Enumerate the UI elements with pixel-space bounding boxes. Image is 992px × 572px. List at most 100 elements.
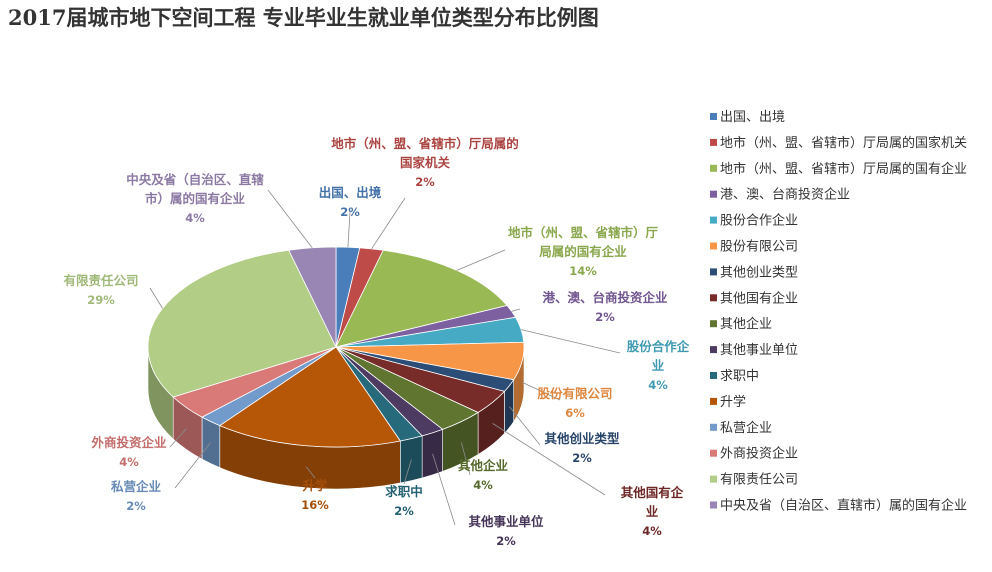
leader-line: [521, 381, 561, 401]
legend-item: 股份有限公司: [710, 240, 798, 255]
legend-swatch: [710, 268, 717, 276]
slice-label: 国家机关: [400, 155, 451, 170]
slice-percent: 2%: [340, 205, 360, 219]
pie-slice: [147, 249, 337, 398]
slice-label: 升学: [302, 478, 328, 493]
leader-line: [511, 308, 521, 312]
slice-percent: 4%: [642, 524, 662, 538]
legend-swatch: [710, 113, 717, 120]
slice-label: 其他企业: [458, 458, 509, 473]
pie-slice: [218, 346, 401, 448]
legend-swatch: [710, 397, 717, 405]
legend-swatch: [710, 294, 717, 302]
slice-label: 其他创业类型: [544, 431, 620, 446]
legend-item: 外商投资企业: [710, 446, 798, 462]
legend-label: 求职中: [720, 369, 759, 384]
leader-line: [169, 428, 187, 448]
leader-line: [371, 197, 406, 250]
legend-swatch: [710, 501, 717, 509]
slice-percent: 2%: [572, 451, 592, 465]
legend-swatch: [710, 216, 717, 224]
legend-label: 港、澳、台商投资企业: [720, 187, 850, 203]
pie-slice: [335, 249, 508, 348]
slice-label: 其他事业单位: [468, 514, 544, 529]
legend: 出国、出境地市（州、盟、省辖市）厅局属的国家机关地市（州、盟、省辖市）厅局属的国…: [710, 110, 967, 514]
leader-line: [267, 189, 313, 249]
legend-item: 股份合作企业: [710, 213, 798, 229]
legend-item: 私营企业: [710, 420, 772, 436]
legend-item: 地市（州、盟、省辖市）厅局属的国家机关: [710, 135, 967, 151]
slice-label: 外商投资企业: [90, 435, 167, 450]
slice-percent: 4%: [119, 455, 139, 469]
legend-item: 其他国有企业: [710, 290, 798, 306]
slice-label: 地市（州、盟、省辖市）厅: [508, 225, 659, 240]
slice-label: 地市（州、盟、省辖市）厅局属的: [331, 136, 519, 151]
slice-percent: 4%: [473, 478, 493, 492]
pie-slice-side: [421, 428, 443, 479]
slice-percent: 4%: [185, 211, 205, 225]
pie-side-layer: [147, 346, 525, 490]
legend-item: 其他事业单位: [710, 343, 798, 358]
legend-swatch: [710, 164, 717, 172]
legend-label: 有限责任公司: [720, 473, 798, 488]
data-labels: 出国、出境 2% 地市（州、盟、省辖市）厅局属的国家机关 2% 地市（州、盟、省辖市）厅…: [63, 136, 689, 548]
leader-line: [460, 442, 471, 476]
legend-item: 其他创业类型: [710, 265, 798, 280]
legend-swatch: [710, 346, 717, 354]
legend-label: 股份有限公司: [720, 240, 798, 255]
slice-label: 港、澳、台商投资企业: [542, 290, 668, 305]
legend-item: 有限责任公司: [710, 473, 798, 488]
legend-swatch: [710, 320, 717, 328]
legend-swatch: [710, 138, 717, 146]
pie-top-layer: [147, 246, 525, 448]
leader-line: [347, 211, 351, 248]
legend-label: 其他国有企业: [720, 290, 798, 306]
legend-label: 中央及省（自治区、直辖市）属的国有企业: [720, 498, 967, 514]
legend-label: 出国、出境: [720, 110, 785, 125]
slice-label: 业: [646, 504, 659, 519]
slice-label: 私营企业: [110, 479, 162, 494]
legend-label: 私营企业: [720, 420, 772, 436]
slice-percent: 2%: [595, 310, 615, 324]
leader-line: [492, 423, 606, 496]
legend-label: 地市（州、盟、省辖市）厅局属的国有企业: [720, 161, 967, 177]
legend-label: 其他创业类型: [720, 265, 798, 280]
legend-swatch: [710, 190, 717, 198]
slice-label: 其他国有企: [621, 485, 684, 500]
pie-slice-side: [400, 435, 423, 484]
leader-line: [521, 329, 621, 354]
chart-title: 2017届城市地下空间工程 专业毕业生就业单位类型分布比例图: [8, 5, 599, 30]
slice-percent: 2%: [496, 534, 516, 548]
slice-percent: 2%: [415, 175, 435, 189]
legend-item: 求职中: [710, 369, 759, 384]
legend-label: 外商投资企业: [720, 446, 798, 462]
slice-label: 求职中: [385, 484, 423, 499]
legend-label: 升学: [720, 394, 746, 410]
slice-label: 局属的国有企业: [539, 244, 627, 259]
legend-item: 中央及省（自治区、直辖市）属的国有企业: [710, 498, 967, 514]
slice-percent: 16%: [301, 498, 329, 512]
slice-label: 有限责任公司: [63, 273, 138, 288]
slice-percent: 29%: [87, 293, 115, 307]
leader-lines: [149, 189, 621, 526]
leader-line: [149, 287, 163, 309]
slice-label: 股份有限公司: [537, 386, 612, 401]
slice-percent: 14%: [569, 264, 597, 278]
legend-label: 股份合作企业: [720, 213, 798, 229]
leader-line: [432, 453, 456, 526]
legend-swatch: [710, 372, 717, 379]
legend-item: 港、澳、台商投资企业: [710, 187, 850, 203]
slice-percent: 6%: [565, 406, 585, 420]
legend-label: 其他企业: [720, 316, 772, 332]
legend-item: 地市（州、盟、省辖市）厅局属的国有企业: [710, 161, 967, 177]
leader-line: [509, 406, 541, 446]
slice-label: 股份合作企: [627, 339, 690, 354]
leader-line: [456, 249, 506, 271]
legend-swatch: [710, 475, 717, 483]
slice-label: 中央及省（自治区、直辖: [126, 172, 264, 187]
legend-item: 其他企业: [710, 316, 772, 332]
slice-label: 出国、出境: [319, 185, 382, 200]
legend-label: 地市（州、盟、省辖市）厅局属的国家机关: [720, 135, 967, 151]
